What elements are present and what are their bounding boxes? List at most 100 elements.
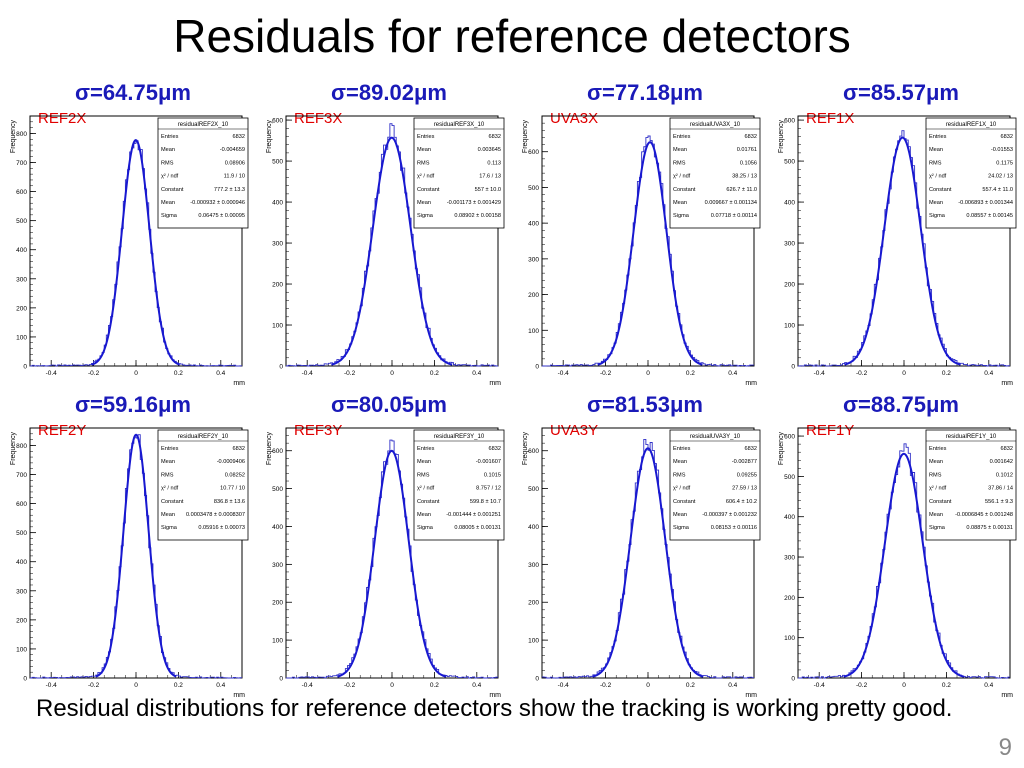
histogram-series <box>30 434 242 679</box>
x-tick-label: 0 <box>646 370 650 377</box>
stats-key: Mean <box>417 200 431 206</box>
y-tick-label: 800 <box>16 131 27 138</box>
y-tick-label: 100 <box>784 635 795 642</box>
y-tick-label: 300 <box>16 588 27 595</box>
stats-key: Sigma <box>161 213 178 219</box>
histogram-series <box>30 140 242 367</box>
y-tick-label: 600 <box>528 448 539 455</box>
x-tick-label: -0.2 <box>88 370 100 377</box>
x-tick-label: 0 <box>902 682 906 689</box>
stats-value: 6832 <box>745 446 757 452</box>
stats-key: Mean <box>929 459 943 465</box>
y-axis-label: Frequency <box>778 120 785 154</box>
x-tick-label: -0.4 <box>46 682 58 689</box>
stats-key: χ² / ndf <box>417 486 435 492</box>
x-tick-label: -0.2 <box>344 682 356 689</box>
y-tick-label: 500 <box>16 218 27 225</box>
stats-key: RMS <box>929 160 942 166</box>
stats-key: Mean <box>417 512 431 518</box>
y-tick-label: 0 <box>23 676 27 683</box>
stats-key: Constant <box>673 187 696 193</box>
y-tick-label: 300 <box>272 241 283 248</box>
y-tick-label: 0 <box>279 364 283 371</box>
y-tick-label: 500 <box>528 486 539 493</box>
y-tick-label: 0 <box>791 364 795 371</box>
y-tick-label: 300 <box>528 256 539 263</box>
stats-value: 557.4 ± 11.0 <box>982 187 1013 193</box>
stats-key: Mean <box>929 512 943 518</box>
x-tick-label: 0 <box>902 370 906 377</box>
y-tick-label: 200 <box>784 595 795 602</box>
x-tick-label: 0.2 <box>942 370 951 377</box>
sigma-label: σ=89.02μm <box>331 80 447 105</box>
stats-value: 11.9 / 10 <box>224 174 245 180</box>
y-tick-label: 500 <box>784 474 795 481</box>
stats-box-title: residualUVA3X_10 <box>690 122 741 128</box>
y-axis-label: Frequency <box>10 432 17 466</box>
stats-key: Entries <box>417 134 435 140</box>
x-tick-label: 0.2 <box>942 682 951 689</box>
gaussian-fit-curve <box>95 433 177 678</box>
stats-key: Mean <box>161 200 175 206</box>
stats-value: 0.1012 <box>996 472 1013 478</box>
stats-key: Entries <box>929 134 947 140</box>
stats-key: Sigma <box>673 525 690 531</box>
stats-key: Sigma <box>929 213 946 219</box>
stats-key: Mean <box>161 459 175 465</box>
y-tick-label: 400 <box>784 514 795 521</box>
stats-key: Constant <box>929 499 952 505</box>
stats-key: χ² / ndf <box>673 486 691 492</box>
y-tick-label: 300 <box>784 241 795 248</box>
stats-key: Sigma <box>417 525 434 531</box>
stats-value: 17.6 / 13 <box>479 174 501 180</box>
x-tick-label: -0.2 <box>856 682 868 689</box>
x-axis-label: mm <box>233 692 245 699</box>
y-tick-label: 500 <box>528 185 539 192</box>
stats-key: Entries <box>161 134 179 140</box>
stats-value: -0.01553 <box>991 147 1013 153</box>
y-tick-label: 200 <box>528 600 539 607</box>
stats-value: 0.08875 ± 0.00131 <box>966 525 1013 531</box>
y-tick-label: 400 <box>16 247 27 254</box>
detector-label: REF1Y <box>806 422 855 439</box>
x-tick-label: 0.2 <box>430 682 439 689</box>
x-axis-label: mm <box>1001 380 1013 387</box>
sigma-label: σ=77.18μm <box>587 80 703 105</box>
x-tick-label: -0.4 <box>302 370 314 377</box>
stats-key: Constant <box>417 499 440 505</box>
x-tick-label: -0.4 <box>46 370 58 377</box>
stats-value: 626.7 ± 11.0 <box>726 187 757 193</box>
y-tick-label: 400 <box>272 524 283 531</box>
stats-value: 556.1 ± 9.3 <box>985 499 1013 505</box>
stats-value: -0.004659 <box>220 147 245 153</box>
stats-box-title: residualREF1X_10 <box>946 122 997 128</box>
y-tick-label: 400 <box>784 200 795 207</box>
stats-key: Mean <box>929 200 943 206</box>
sigma-label: σ=88.75μm <box>843 392 959 417</box>
x-tick-label: -0.4 <box>302 682 314 689</box>
x-tick-label: -0.4 <box>814 682 826 689</box>
stats-key: Entries <box>417 446 435 452</box>
stats-key: Constant <box>929 187 952 193</box>
histogram-plot: 0 100 200 300 400 500 600 -0.4 -0.2 0 0.2 0.4 Freque… <box>522 115 761 387</box>
stats-box-title: residualREF3Y_10 <box>434 434 485 440</box>
stats-value: 0.08153 ± 0.00116 <box>711 525 757 531</box>
stats-value: 24.02 / 13 <box>988 174 1013 180</box>
y-tick-label: 200 <box>16 617 27 624</box>
y-tick-label: 600 <box>784 118 795 125</box>
histogram-series <box>798 130 1010 367</box>
y-tick-label: 500 <box>784 159 795 166</box>
y-tick-label: 100 <box>784 323 795 330</box>
detector-label: UVA3Y <box>550 422 599 439</box>
x-tick-label: -0.4 <box>558 682 570 689</box>
x-tick-label: 0.2 <box>686 682 695 689</box>
stats-value: 606.4 ± 10.2 <box>726 499 757 505</box>
stats-box <box>413 117 505 229</box>
stats-box-title: residualREF3X_10 <box>434 122 485 128</box>
x-tick-label: 0.2 <box>686 370 695 377</box>
gaussian-fit-curve <box>843 452 965 678</box>
stats-value: 0.1175 <box>996 160 1013 166</box>
detector-label: REF3Y <box>294 422 343 439</box>
y-tick-label: 800 <box>16 443 27 450</box>
stats-value: 0.09255 <box>737 472 757 478</box>
